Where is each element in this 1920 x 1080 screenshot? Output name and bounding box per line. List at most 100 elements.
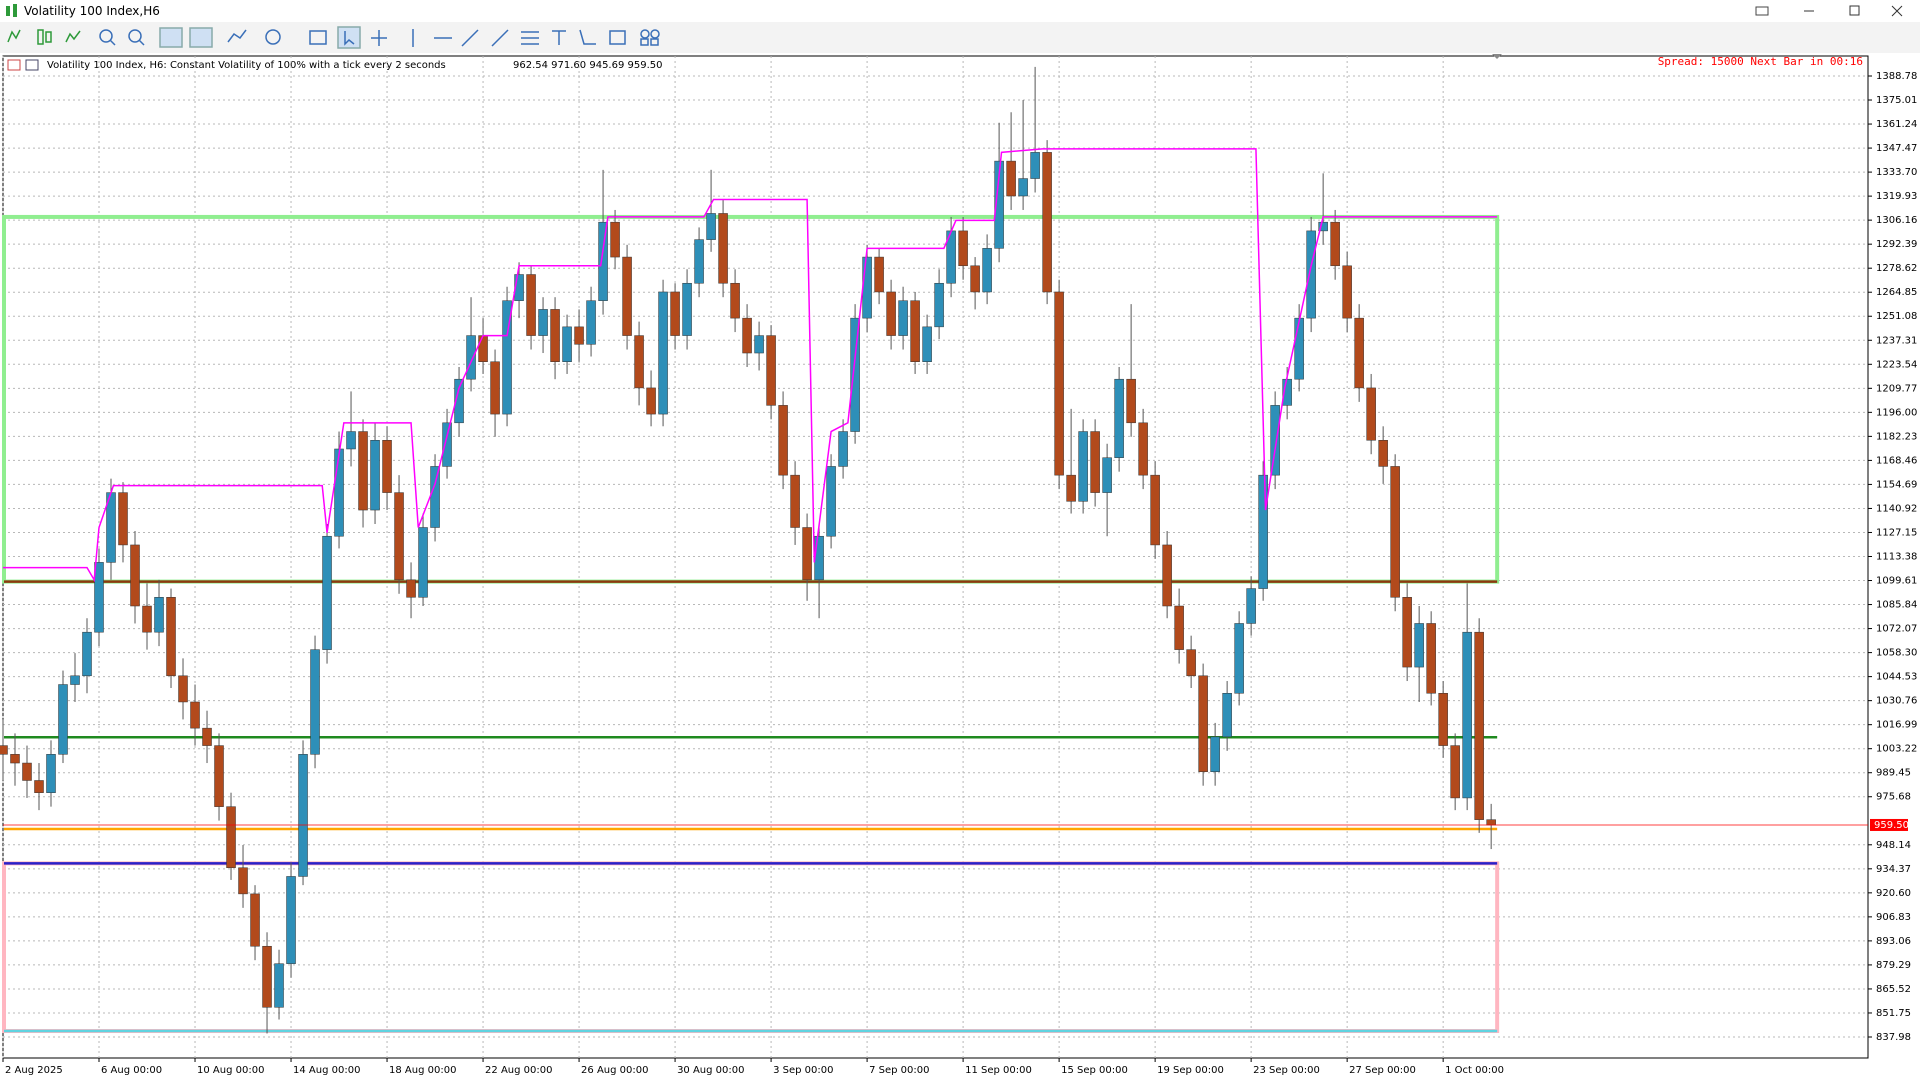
candle-body	[118, 492, 128, 546]
candle-body	[898, 300, 908, 336]
y-tick-label: 975.68	[1876, 792, 1911, 803]
candle-body	[1318, 221, 1328, 232]
y-tick-label: 934.37	[1876, 864, 1911, 875]
candle-body	[838, 431, 848, 467]
candle-body	[502, 300, 512, 415]
candle-body	[874, 256, 884, 293]
candle-body	[646, 387, 656, 415]
app-icon	[6, 4, 17, 17]
y-tick-label: 1127.15	[1876, 527, 1917, 538]
candle-body	[310, 649, 320, 755]
y-tick-label: 1196.00	[1876, 407, 1917, 418]
candle-body	[1390, 466, 1400, 598]
candle-body	[358, 431, 368, 511]
y-tick-label: 893.06	[1876, 936, 1911, 947]
candle-body	[178, 675, 188, 703]
candle-body	[538, 309, 548, 336]
y-tick-label: 1154.69	[1876, 479, 1917, 490]
y-tick-label: 837.98	[1876, 1032, 1911, 1043]
x-tick-label: 23 Sep 00:00	[1253, 1065, 1320, 1076]
window-controls[interactable]	[1720, 0, 1920, 22]
y-tick-label: 1016.99	[1876, 720, 1917, 731]
candle-body	[34, 780, 44, 793]
x-tick-label: 7 Sep 00:00	[869, 1065, 929, 1076]
x-tick-label: 2 Aug 2025	[5, 1065, 63, 1076]
candle-body	[1054, 291, 1064, 476]
chart-background	[0, 53, 1920, 1080]
y-tick-label: 948.14	[1876, 840, 1911, 851]
candle-body	[1030, 152, 1040, 179]
candle-body	[1294, 317, 1304, 380]
candle-body	[166, 597, 176, 677]
candle-body	[1270, 405, 1280, 476]
candle-body	[922, 326, 932, 362]
candle-body	[202, 727, 212, 746]
candle-body	[850, 317, 860, 432]
candle-body	[1258, 474, 1268, 589]
y-tick-label: 906.83	[1876, 912, 1911, 923]
y-tick-label: 865.52	[1876, 984, 1911, 995]
candle-body	[658, 291, 668, 415]
candle-body	[574, 326, 584, 345]
candle-body	[1018, 178, 1028, 197]
y-tick-label: 1099.61	[1876, 576, 1917, 587]
candle-body	[1438, 692, 1448, 746]
y-tick-label: 1072.07	[1876, 624, 1917, 635]
candle-body	[610, 221, 620, 258]
y-tick-label: 1209.77	[1876, 383, 1917, 394]
y-tick-label: 1375.01	[1876, 95, 1917, 106]
candle-body	[802, 527, 812, 581]
candle-body	[82, 631, 92, 677]
candle-body	[910, 300, 920, 362]
candle-body	[226, 806, 236, 868]
y-tick-label: 1223.54	[1876, 359, 1917, 370]
y-tick-label: 1388.78	[1876, 71, 1917, 82]
y-tick-label: 1182.23	[1876, 431, 1917, 442]
candle-body	[418, 527, 428, 598]
candle-body	[466, 335, 476, 380]
candle-body	[1342, 265, 1352, 319]
candle-body	[58, 684, 68, 755]
step-line	[3, 148, 1498, 583]
candle-body	[214, 745, 224, 807]
y-tick-label: 1333.70	[1876, 167, 1917, 178]
candle-body	[1426, 623, 1436, 694]
candle-body	[130, 544, 140, 607]
y-tick-label: 879.29	[1876, 960, 1911, 971]
candle-body	[682, 282, 692, 336]
x-tick-label: 27 Sep 00:00	[1349, 1065, 1416, 1076]
chart: Volatility 100 Index, H6: Constant Volat…	[0, 53, 1920, 1080]
candle-body	[454, 378, 464, 424]
candle-body	[862, 256, 872, 319]
y-tick-label: 989.45	[1876, 768, 1911, 779]
candle-body	[46, 754, 56, 793]
last-price-label: 959.50	[1874, 820, 1909, 831]
y-tick-label: 1085.84	[1876, 600, 1917, 611]
toolbar-icons[interactable]	[0, 22, 700, 53]
y-tick-label: 1361.24	[1876, 119, 1917, 130]
candle-body	[778, 405, 788, 476]
candle-body	[1402, 597, 1412, 668]
candle-body	[286, 876, 296, 964]
x-tick-label: 10 Aug 00:00	[197, 1065, 264, 1076]
chart-info-icons	[7, 59, 39, 71]
candle-body	[958, 230, 968, 267]
candle-body	[886, 291, 896, 336]
y-tick-label: 1278.62	[1876, 263, 1917, 274]
candle-body	[730, 282, 740, 319]
y-tick-label: 1237.31	[1876, 335, 1917, 346]
candle-body	[382, 440, 392, 493]
candle-body	[526, 274, 536, 336]
candle-body	[478, 335, 488, 362]
candle-body	[22, 762, 32, 781]
candle-body	[1222, 692, 1232, 738]
candle-body	[1486, 819, 1496, 826]
candle-body	[1042, 152, 1052, 293]
candle-body	[346, 431, 356, 450]
y-tick-label: 1347.47	[1876, 143, 1917, 154]
x-tick-label: 1 Oct 00:00	[1445, 1065, 1504, 1076]
y-tick-label: 1044.53	[1876, 672, 1917, 683]
candle-body	[718, 213, 728, 284]
candle-body	[154, 597, 164, 633]
x-tick-label: 3 Sep 00:00	[773, 1065, 833, 1076]
